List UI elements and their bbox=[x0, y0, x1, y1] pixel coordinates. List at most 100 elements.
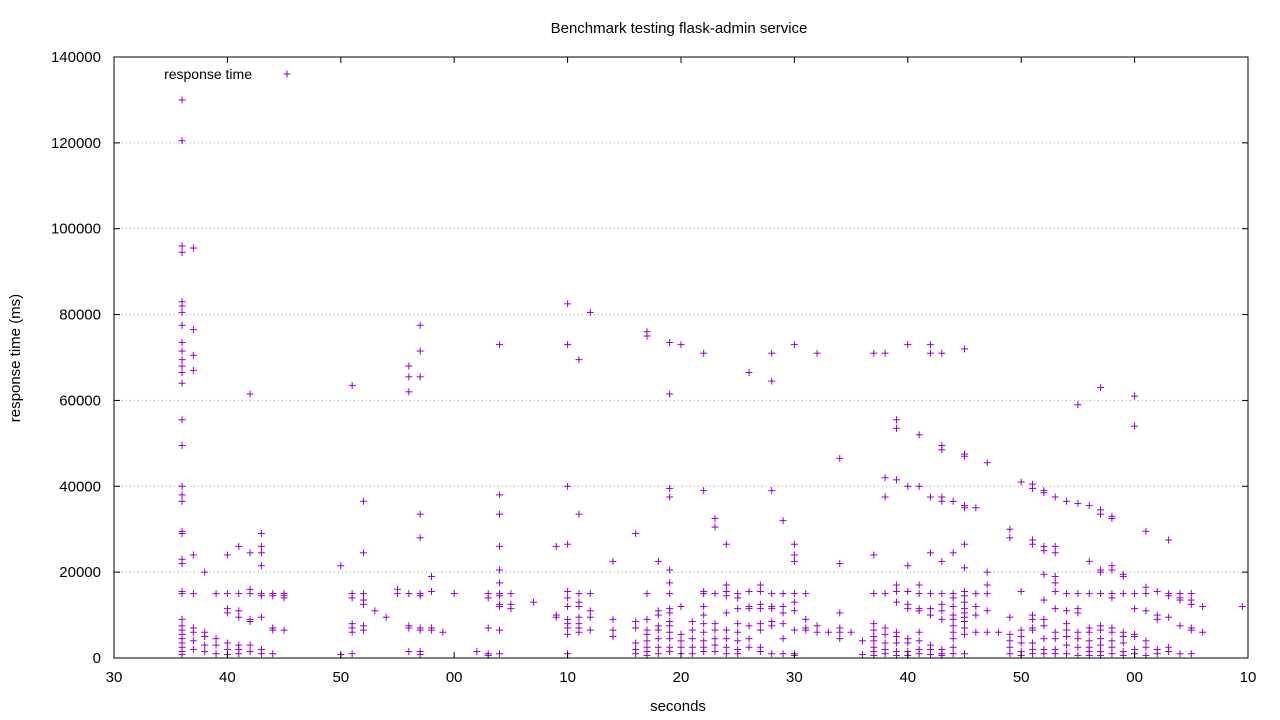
chart-title: Benchmark testing flask-admin service bbox=[551, 20, 808, 37]
data-point bbox=[359, 497, 367, 505]
data-point bbox=[1006, 525, 1014, 533]
data-point bbox=[949, 635, 957, 643]
data-point bbox=[915, 637, 923, 645]
data-point bbox=[484, 624, 492, 632]
data-point bbox=[223, 551, 231, 559]
data-point bbox=[235, 607, 243, 615]
data-point bbox=[382, 613, 390, 621]
data-point bbox=[1142, 527, 1150, 535]
data-point bbox=[1051, 605, 1059, 613]
data-point bbox=[745, 622, 753, 630]
data-point bbox=[745, 587, 753, 595]
data-point bbox=[722, 581, 730, 589]
data-point bbox=[824, 628, 832, 636]
data-point bbox=[915, 590, 923, 598]
data-point bbox=[416, 347, 424, 355]
data-point bbox=[700, 637, 708, 645]
data-point bbox=[881, 474, 889, 482]
data-point bbox=[892, 476, 900, 484]
data-point bbox=[961, 630, 968, 638]
data-point bbox=[892, 639, 900, 647]
data-point bbox=[1063, 626, 1071, 634]
data-point bbox=[734, 594, 742, 602]
data-point bbox=[1142, 607, 1150, 615]
data-point bbox=[1063, 590, 1071, 598]
data-point bbox=[1187, 626, 1195, 634]
data-point bbox=[813, 622, 821, 630]
data-point bbox=[246, 549, 254, 557]
data-point bbox=[564, 624, 572, 632]
data-point bbox=[881, 590, 889, 598]
data-point bbox=[790, 551, 798, 559]
data-point bbox=[711, 641, 719, 649]
data-point bbox=[201, 648, 209, 656]
data-point bbox=[1108, 514, 1116, 522]
data-point bbox=[790, 598, 798, 606]
data-point bbox=[983, 459, 991, 467]
data-point bbox=[983, 590, 991, 598]
data-point bbox=[609, 557, 617, 565]
data-point bbox=[961, 504, 968, 512]
data-point bbox=[926, 590, 934, 598]
data-point bbox=[1187, 590, 1195, 598]
data-point bbox=[666, 390, 674, 398]
data-point bbox=[722, 626, 730, 634]
data-point bbox=[178, 651, 186, 659]
data-point bbox=[983, 568, 991, 576]
data-point bbox=[722, 592, 730, 600]
data-point bbox=[1142, 643, 1150, 651]
data-point bbox=[756, 620, 764, 628]
data-point bbox=[688, 643, 696, 651]
data-point bbox=[1040, 650, 1048, 658]
x-tick-label: 00 bbox=[1126, 669, 1143, 686]
data-point bbox=[1074, 643, 1082, 651]
data-point bbox=[961, 624, 968, 632]
data-point bbox=[178, 379, 186, 387]
data-point bbox=[915, 431, 923, 439]
data-point bbox=[779, 620, 787, 628]
data-point bbox=[813, 349, 821, 357]
x-tick-label: 10 bbox=[559, 669, 576, 686]
data-point bbox=[178, 347, 186, 355]
data-point bbox=[711, 620, 719, 628]
data-point bbox=[949, 628, 957, 636]
data-point bbox=[915, 650, 923, 658]
data-point bbox=[496, 491, 504, 499]
data-point bbox=[961, 592, 968, 600]
data-point bbox=[1119, 572, 1127, 580]
data-point bbox=[1097, 384, 1105, 392]
data-point bbox=[779, 602, 787, 610]
data-point bbox=[915, 482, 923, 490]
data-point bbox=[790, 341, 798, 349]
data-point bbox=[949, 615, 957, 623]
data-point bbox=[949, 643, 957, 651]
data-point bbox=[904, 587, 912, 595]
data-point bbox=[632, 624, 640, 632]
legend: response time bbox=[164, 66, 291, 82]
data-point bbox=[586, 626, 594, 634]
data-point bbox=[688, 650, 696, 658]
data-point bbox=[246, 618, 254, 626]
data-point bbox=[1074, 609, 1082, 617]
data-point bbox=[189, 637, 197, 645]
data-point bbox=[359, 626, 367, 634]
data-point bbox=[1051, 542, 1059, 550]
data-point bbox=[949, 549, 957, 557]
x-tick-label: 50 bbox=[332, 669, 349, 686]
data-point bbox=[1097, 641, 1105, 649]
data-point bbox=[1153, 650, 1161, 658]
data-point bbox=[892, 424, 900, 432]
data-point bbox=[700, 620, 708, 628]
data-point bbox=[178, 615, 186, 623]
data-point bbox=[892, 416, 900, 424]
data-point bbox=[915, 607, 923, 615]
data-point bbox=[178, 530, 186, 538]
data-point bbox=[870, 626, 878, 634]
data-point bbox=[722, 609, 730, 617]
data-point bbox=[1006, 630, 1014, 638]
data-point bbox=[768, 487, 776, 495]
data-point bbox=[700, 611, 708, 619]
data-point bbox=[666, 579, 674, 587]
data-point bbox=[677, 341, 685, 349]
data-point bbox=[881, 493, 889, 501]
